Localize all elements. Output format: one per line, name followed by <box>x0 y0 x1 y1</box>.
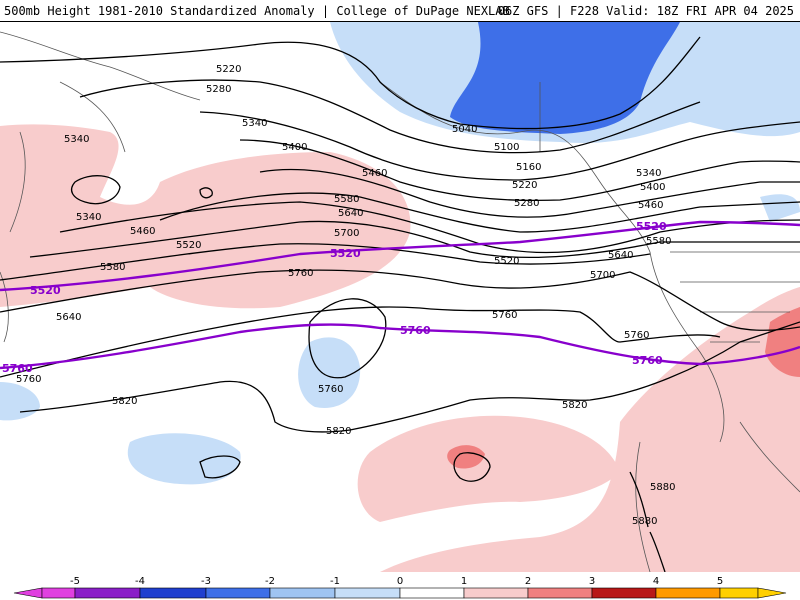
colorbar-seg-pos4 <box>655 587 721 599</box>
contour-label-5760-b: 5760 <box>492 310 517 321</box>
colorbar-seg-neg1 <box>269 587 336 599</box>
contour-label-5220-a: 5220 <box>216 64 241 75</box>
colorbar-tick-2: 2 <box>525 576 531 587</box>
climatology-contours <box>0 220 800 370</box>
contour-label-5340-b: 5340 <box>64 134 89 145</box>
contour-label-5760-c: 5760 <box>624 330 649 341</box>
climo-label-5760-c: 5760 <box>632 354 663 367</box>
map-title: 500mb Height 1981-2010 Standardized Anom… <box>4 4 510 18</box>
climo-label-5520-c: 5520 <box>636 220 667 233</box>
contour-label-5820-c: 5820 <box>562 400 587 411</box>
colorbar-seg-pos3 <box>591 587 657 599</box>
contour-label-5280-a: 5280 <box>206 84 231 95</box>
contour-label-5100: 5100 <box>494 142 519 153</box>
colorbar-seg-neg5 <box>41 587 76 599</box>
contour-label-5220-b: 5220 <box>512 180 537 191</box>
contour-label-5700-b: 5700 <box>590 270 615 281</box>
contour-label-5400-a: 5400 <box>282 142 307 153</box>
contour-label-5580-a: 5580 <box>334 194 359 205</box>
contour-label-5160: 5160 <box>516 162 541 173</box>
coastlines <box>0 31 800 572</box>
colorbar-seg-pos2 <box>527 587 593 599</box>
contour-label-5400-b: 5400 <box>640 182 665 193</box>
colorbar-tick-4: 4 <box>653 576 659 587</box>
climo-label-5760-b: 5760 <box>400 324 431 337</box>
strong-negative-anomaly <box>450 22 680 134</box>
contour-label-5820-b: 5820 <box>326 426 351 437</box>
colorbar-tick-5: 5 <box>717 576 723 587</box>
negative-anomaly-southwest <box>127 433 241 485</box>
contour-label-5040: 5040 <box>452 124 477 135</box>
colorbar-end-right <box>757 587 787 599</box>
contour-label-5340-c: 5340 <box>76 212 101 223</box>
colorbar-seg-neg3 <box>139 587 207 599</box>
climo-label-5520-a: 5520 <box>30 284 61 297</box>
positive-anomaly-southeast <box>380 287 800 572</box>
contour-label-5340-a: 5340 <box>242 118 267 129</box>
colorbar-end-left <box>13 587 43 599</box>
colorbar-seg-neg0 <box>334 587 401 599</box>
contour-label-5580-b: 5580 <box>100 262 125 273</box>
colorbar-seg-neg2 <box>205 587 271 599</box>
contour-label-5880-a: 5880 <box>650 482 675 493</box>
moderate-positive-anomaly-hawaii <box>447 445 485 469</box>
climo-label-5760-a: 5760 <box>2 362 33 375</box>
colorbar-tick-3: 3 <box>589 576 595 587</box>
climo-label-5520-b: 5520 <box>330 247 361 260</box>
negative-anomaly-central <box>298 337 361 408</box>
contour-label-5460-a: 5460 <box>362 168 387 179</box>
model-valid-time: 06Z GFS | F228 Valid: 18Z FRI APR 04 202… <box>497 4 794 18</box>
contour-label-5460-c: 5460 <box>638 200 663 211</box>
contour-label-5640-c: 5640 <box>608 250 633 261</box>
anomaly-map: 5220 5280 5340 5340 5340 5400 5460 5460 … <box>0 22 800 572</box>
anomaly-colorbar: -5 -4 -3 -2 -1 0 1 2 3 4 5 <box>0 572 800 600</box>
colorbar-labels: -5 -4 -3 -2 -1 0 1 2 3 4 5 <box>70 576 723 587</box>
colorbar-bar <box>13 587 787 599</box>
contour-label-5820-a: 5820 <box>112 396 137 407</box>
colorbar-seg-pos0 <box>399 587 465 599</box>
colorbar-seg-pos5 <box>719 587 759 599</box>
contour-label-5760-a: 5760 <box>288 268 313 279</box>
colorbar-tick-neg5: -5 <box>70 576 80 587</box>
colorbar-tick-0: 0 <box>397 576 403 587</box>
contour-label-5520-a: 5520 <box>176 240 201 251</box>
contour-label-5340-d: 5340 <box>636 168 661 179</box>
contour-labels: 5220 5280 5340 5340 5340 5400 5460 5460 … <box>16 64 675 527</box>
climatology-labels: 5520 5520 5520 5760 5760 5760 <box>2 220 667 375</box>
contour-label-5460-b: 5460 <box>130 226 155 237</box>
colorbar-tick-neg3: -3 <box>201 576 211 587</box>
colorbar-tick-neg1: -1 <box>330 576 340 587</box>
colorbar-seg-neg4 <box>74 587 141 599</box>
contour-label-5520-b: 5520 <box>494 256 519 267</box>
colorbar-seg-pos1 <box>463 587 529 599</box>
contour-label-5280-b: 5280 <box>514 198 539 209</box>
colorbar-tick-neg2: -2 <box>265 576 275 587</box>
contour-label-5880-b: 5880 <box>632 516 657 527</box>
anomaly-shading <box>0 22 800 572</box>
contour-label-5580-c: 5580 <box>646 236 671 247</box>
colorbar-tick-1: 1 <box>461 576 467 587</box>
height-contours <box>0 36 800 572</box>
contour-label-5640-a: 5640 <box>338 208 363 219</box>
contour-label-5640-b: 5640 <box>56 312 81 323</box>
title-bar: 500mb Height 1981-2010 Standardized Anom… <box>0 0 800 22</box>
contour-label-5760-e: 5760 <box>16 374 41 385</box>
contour-label-5760-d: 5760 <box>318 384 343 395</box>
contour-label-5700-a: 5700 <box>334 228 359 239</box>
negative-anomaly-west-edge <box>0 382 40 421</box>
negative-anomaly-east-edge <box>760 194 800 222</box>
colorbar-tick-neg4: -4 <box>135 576 145 587</box>
